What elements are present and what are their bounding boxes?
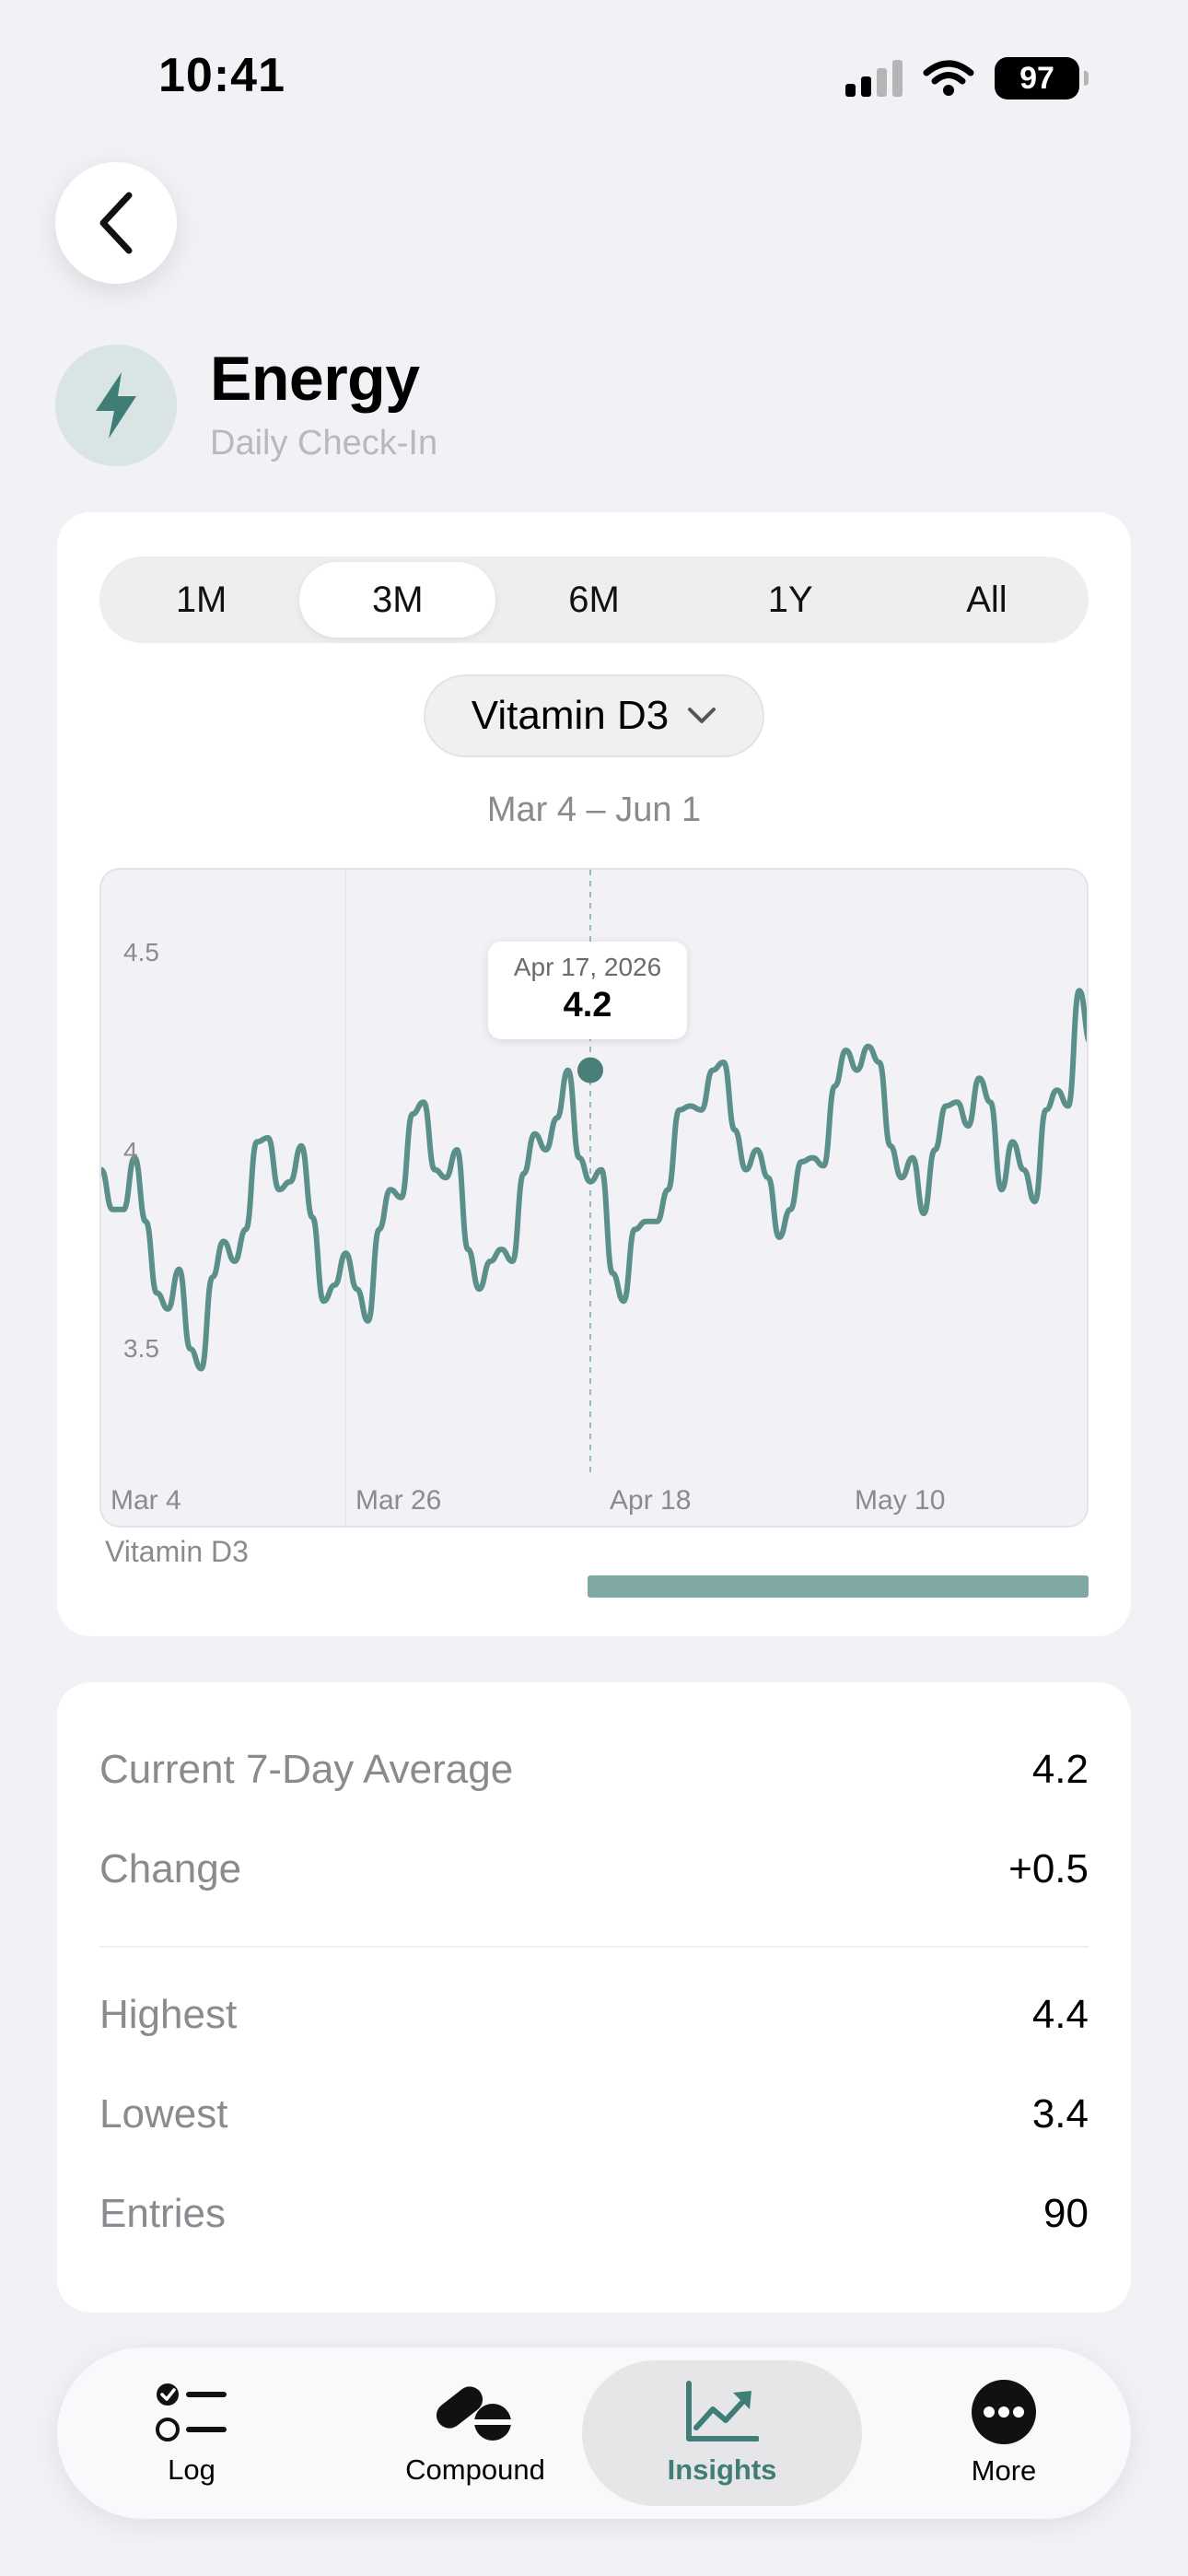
time-range-segmented-control: 1M 3M 6M 1Y All — [99, 556, 1089, 643]
stat-row-entries: Entries 90 — [99, 2191, 1089, 2237]
stats-card: Current 7-Day Average 4.2 Change +0.5 Hi… — [57, 1682, 1131, 2313]
lightning-bolt-icon — [96, 372, 136, 439]
line-chart[interactable]: 4.5 4 3.5 Mar 4 Mar 26 Apr 18 May 10 Apr… — [99, 868, 1089, 1528]
stats-divider — [99, 1946, 1089, 1948]
range-tab-all[interactable]: All — [966, 579, 1007, 620]
y-tick-label: 4.5 — [123, 938, 159, 966]
compound-selector-label: Vitamin D3 — [471, 693, 670, 738]
wifi-icon — [923, 60, 974, 96]
x-tick-label: Mar 26 — [355, 1485, 442, 1516]
range-tab-1y[interactable]: 1Y — [767, 579, 813, 620]
compound-active-range-bar — [588, 1575, 1089, 1598]
tab-label: Log — [168, 2453, 215, 2486]
compound-selector[interactable]: Vitamin D3 — [424, 674, 764, 757]
series-legend-label: Vitamin D3 — [105, 1535, 249, 1568]
status-time: 10:41 — [158, 49, 285, 102]
range-tab-1m[interactable]: 1M — [175, 579, 227, 620]
chart-trend-icon — [686, 2381, 759, 2441]
y-tick-label: 3.5 — [123, 1334, 159, 1363]
x-tick-label: May 10 — [855, 1485, 946, 1516]
battery-indicator: 97 — [995, 57, 1089, 100]
stat-value: 90 — [1043, 2191, 1089, 2236]
cellular-signal-icon — [845, 60, 903, 97]
stat-label: Current 7-Day Average — [99, 1747, 514, 1792]
series-line-vitamin-d3 — [101, 988, 1087, 1372]
chart-tooltip: Apr 17, 2026 4.2 — [488, 942, 687, 1039]
chevron-left-icon — [99, 192, 133, 254]
stat-row-average: Current 7-Day Average 4.2 — [99, 1747, 1089, 1793]
range-tab-3m[interactable]: 3M — [299, 562, 496, 638]
tab-insights[interactable]: Insights — [582, 2360, 862, 2506]
x-tick-label: Mar 4 — [111, 1485, 181, 1516]
tab-label: Insights — [667, 2453, 777, 2486]
page-subtitle: Daily Check-In — [210, 424, 438, 463]
stat-value: 3.4 — [1031, 2091, 1089, 2137]
pills-icon — [436, 2386, 513, 2441]
checklist-icon — [156, 2383, 227, 2441]
range-tab-6m[interactable]: 6M — [568, 579, 620, 620]
page-title: Energy — [210, 344, 420, 414]
stat-value: 4.4 — [1031, 1992, 1089, 2037]
ellipsis-circle-icon — [972, 2380, 1036, 2444]
stat-value: 4.2 — [1031, 1747, 1089, 1792]
tooltip-date: Apr 17, 2026 — [513, 953, 662, 981]
tab-bar: Log Compound Insights More — [57, 2348, 1131, 2519]
tab-compound[interactable]: Compound — [370, 2348, 580, 2519]
chevron-down-icon — [688, 708, 716, 723]
stat-label: Highest — [99, 1992, 238, 2037]
stat-value: +0.5 — [1008, 1846, 1089, 1891]
tooltip-value: 4.2 — [563, 986, 612, 1025]
tab-log[interactable]: Log — [101, 2348, 282, 2519]
stat-row-change: Change +0.5 — [99, 1846, 1089, 1892]
metric-icon — [55, 345, 177, 466]
y-tick-label: 4 — [123, 1137, 138, 1165]
stat-row-highest: Highest 4.4 — [99, 1992, 1089, 2038]
stat-row-lowest: Lowest 3.4 — [99, 2091, 1089, 2137]
status-icons: 97 — [845, 57, 1089, 100]
stat-label: Lowest — [99, 2091, 228, 2137]
status-bar: 10:41 97 — [0, 0, 1188, 157]
date-range-label: Mar 4 – Jun 1 — [486, 790, 702, 829]
x-tick-label: Apr 18 — [610, 1485, 692, 1516]
highlighted-data-point — [577, 1057, 603, 1083]
chart-card: 1M 3M 6M 1Y All Vitamin D3 Mar 4 – Jun 1… — [57, 512, 1131, 1636]
tab-more[interactable]: More — [923, 2348, 1085, 2519]
stat-label: Entries — [99, 2191, 226, 2236]
tab-label: Compound — [405, 2453, 545, 2486]
tab-label: More — [971, 2454, 1037, 2487]
back-button[interactable] — [55, 162, 177, 284]
stat-label: Change — [99, 1846, 242, 1891]
